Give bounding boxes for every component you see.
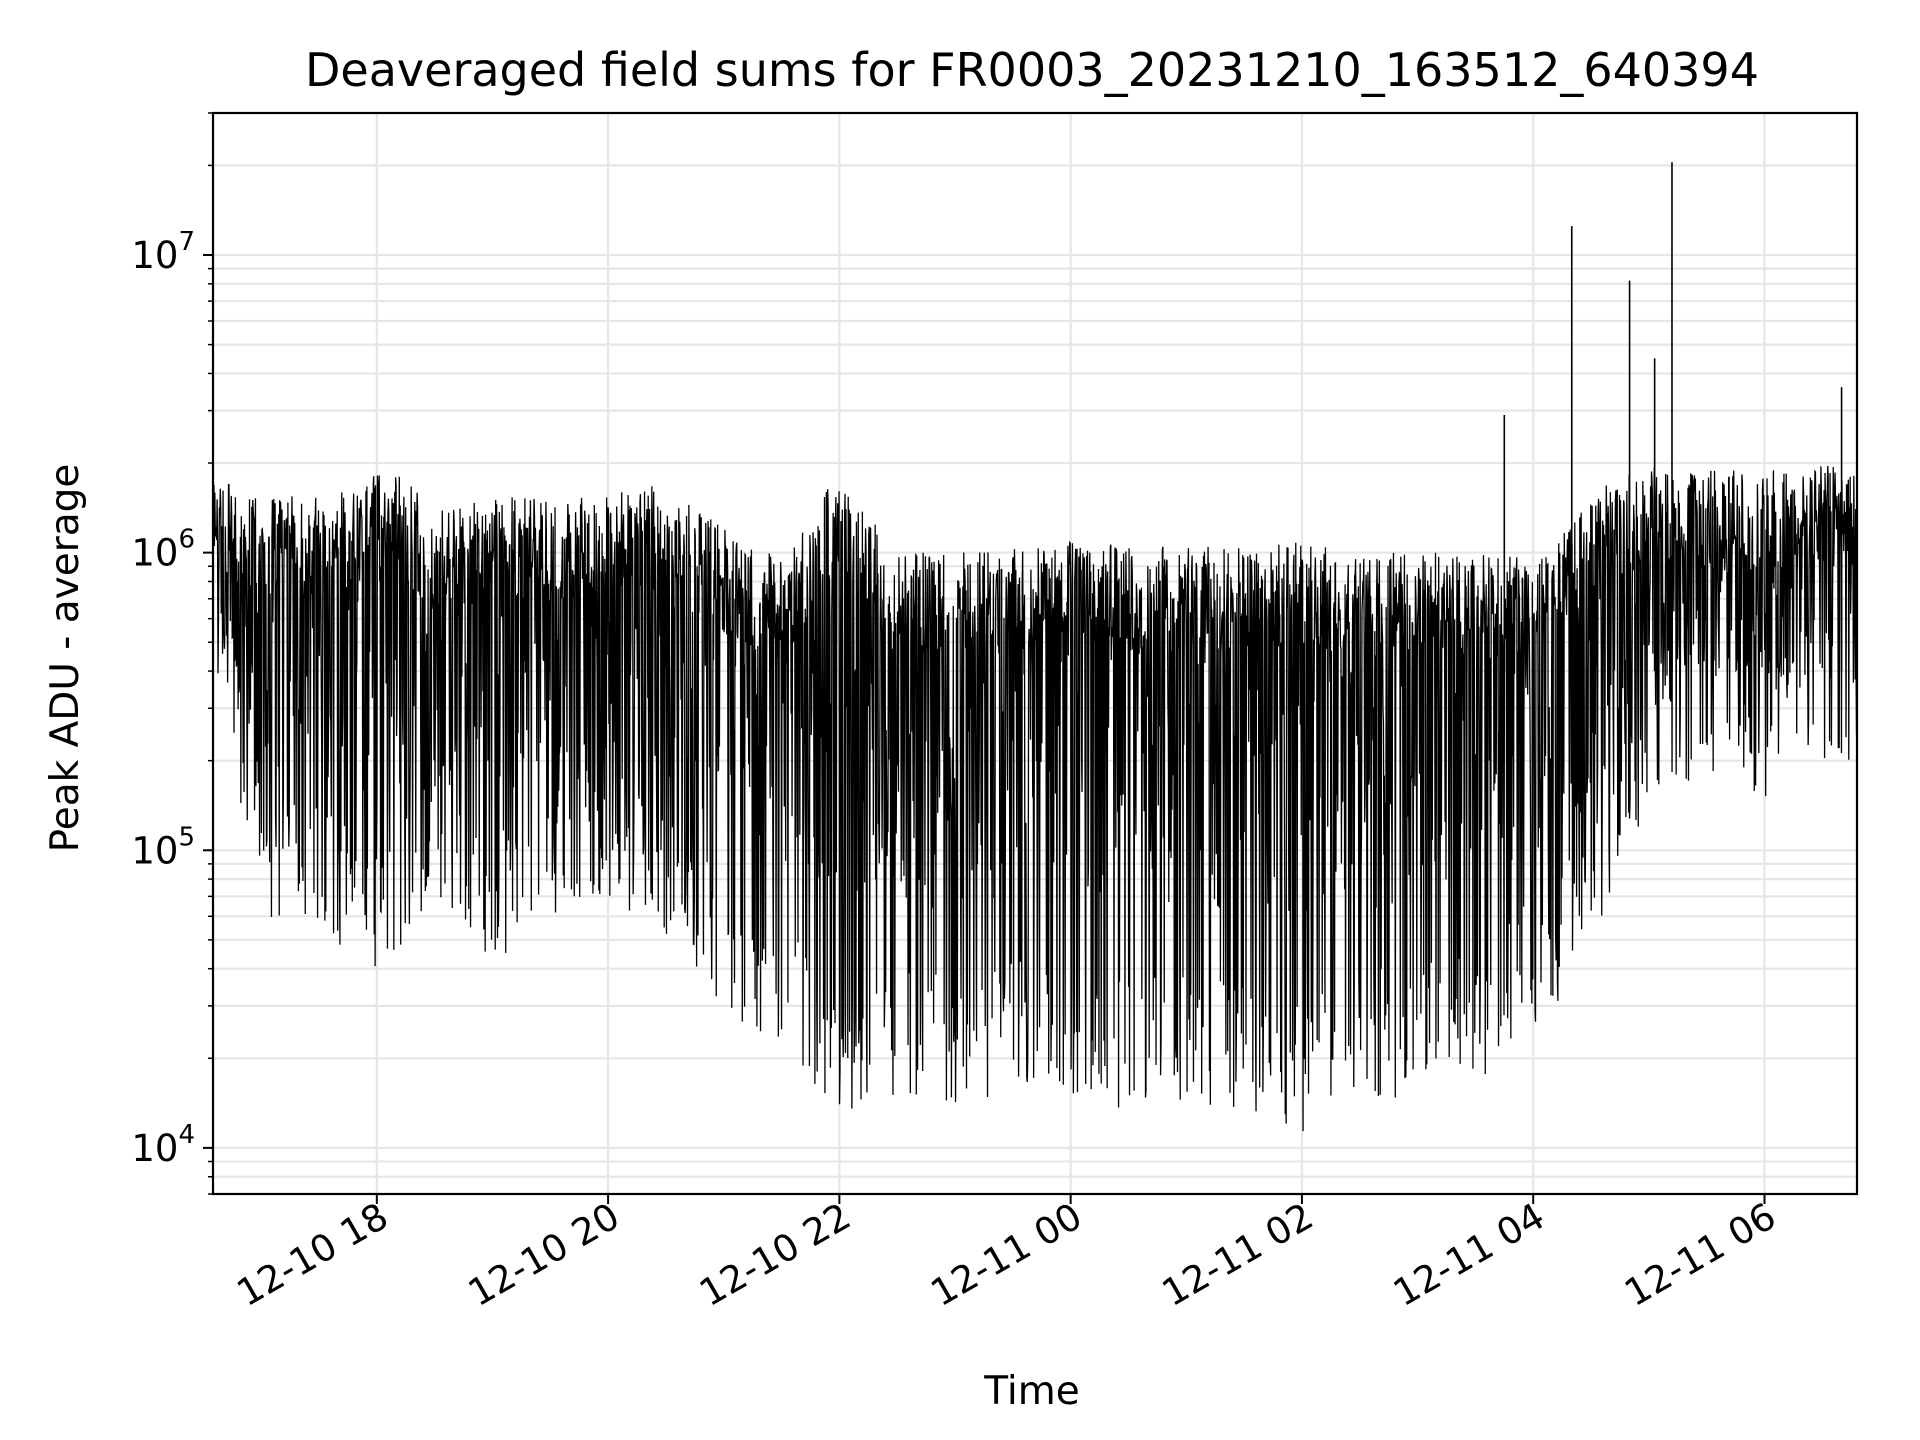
x-axis-label: Time (983, 1369, 1079, 1414)
y-tick-exponent: 4 (178, 1120, 195, 1150)
data-line (212, 162, 1858, 1132)
y-tick-exponent: 7 (178, 227, 195, 257)
y-tick-label: 104 (131, 1120, 195, 1170)
y-tick-exponent: 6 (178, 525, 195, 555)
y-tick-base: 10 (131, 234, 178, 277)
y-tick-base: 10 (131, 829, 178, 872)
y-tick-base: 10 (131, 1127, 178, 1170)
plot-frame (211, 111, 1859, 1196)
y-tick-exponent: 5 (178, 822, 195, 852)
y-tick-base: 10 (131, 532, 178, 575)
chart-title: Deaveraged field sums for FR0003_2023121… (305, 43, 1759, 97)
y-tick-label: 106 (131, 525, 195, 575)
series-line (212, 465, 1858, 1132)
y-tick-label: 105 (131, 822, 195, 872)
y-tick-label: 107 (131, 227, 195, 277)
y-axis-label: Peak ADU - average (43, 464, 88, 853)
